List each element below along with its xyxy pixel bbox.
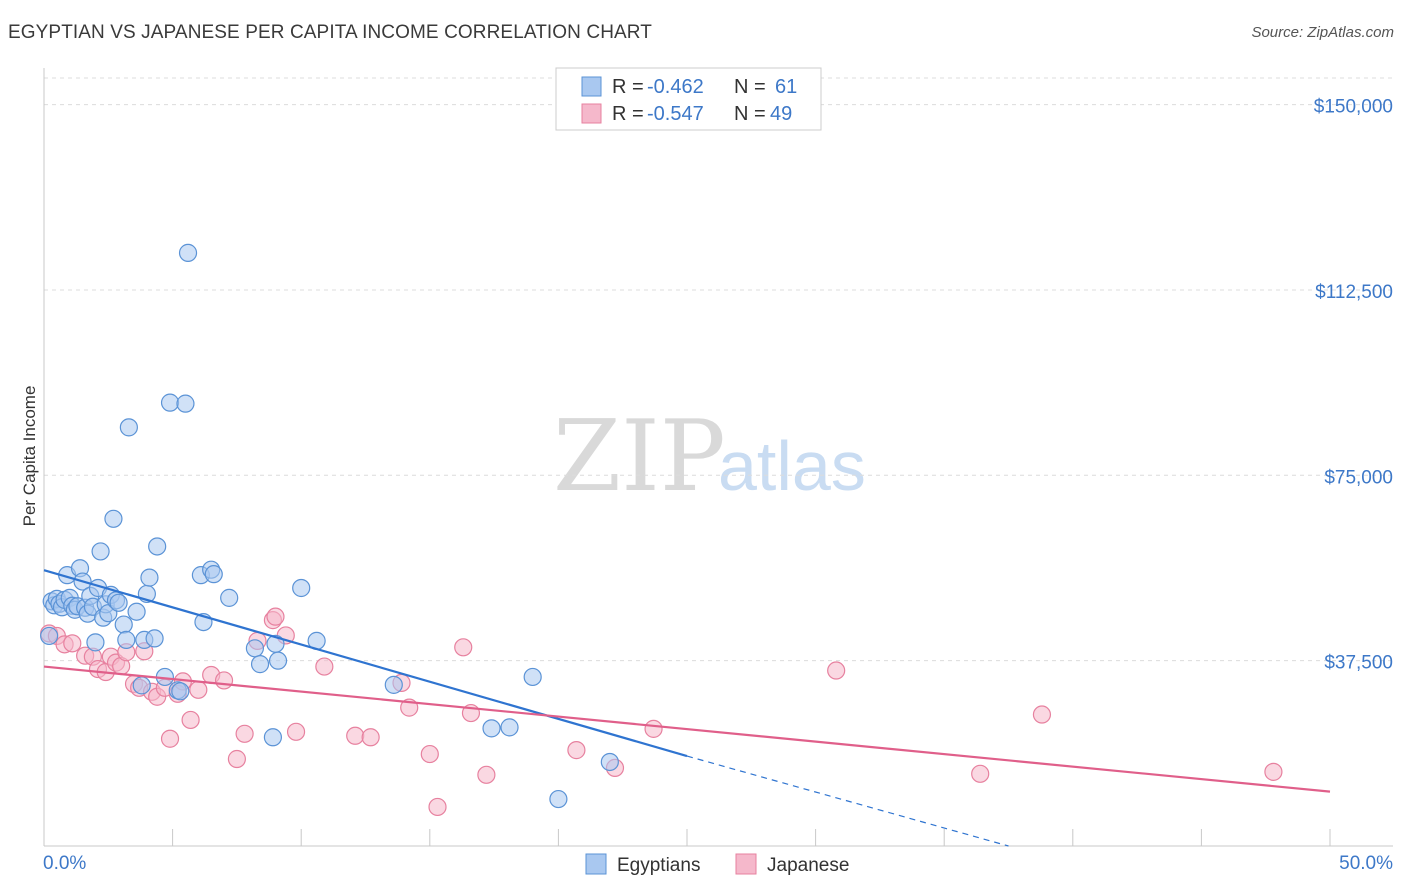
y-axis-ticks: $37,500 $75,000 $112,500 $150,000 — [1314, 97, 1393, 674]
chart-title: EGYPTIAN VS JAPANESE PER CAPITA INCOME C… — [8, 22, 652, 43]
egyptians-point-47 — [204, 565, 223, 584]
y-tick-label-1: $75,000 — [1324, 467, 1393, 488]
x-tick-label-min: 0.0% — [43, 853, 86, 874]
series-egyptians-points — [40, 243, 619, 809]
egyptians-point-20 — [91, 542, 110, 561]
egyptians-point-58 — [500, 718, 519, 737]
legend-swatch-egyptians — [581, 76, 602, 97]
x-axis-tick-marks — [43, 829, 1331, 846]
legend-n-label-japanese: N = — [734, 103, 766, 125]
bottom-legend-label-japanese: Japanese — [767, 855, 849, 876]
y-tick-label-0: $37,500 — [1324, 653, 1393, 674]
egyptians-point-18 — [86, 633, 105, 652]
legend-r-label-egyptians: R = — [612, 76, 644, 98]
japanese-point-3 — [63, 634, 82, 653]
japanese-point-47 — [1032, 705, 1052, 724]
bottom-legend-label-egyptians: Egyptians — [617, 855, 700, 876]
japanese-point-39 — [454, 638, 473, 657]
egyptians-point-54 — [292, 578, 311, 598]
trend-line-egyptians-extension — [686, 755, 1009, 847]
egyptians-point-56 — [384, 675, 403, 694]
y-tick-label-3: $150,000 — [1314, 97, 1393, 118]
egyptians-point-25 — [104, 509, 123, 528]
egyptians-point-41 — [171, 682, 190, 701]
legend-r-value-egyptians: -0.462 — [647, 76, 704, 98]
japanese-point-42 — [567, 741, 586, 760]
legend-swatch-japanese — [581, 103, 602, 124]
japanese-point-22 — [189, 680, 208, 699]
x-tick-label-max: 50.0% — [1339, 853, 1393, 874]
japanese-point-31 — [286, 722, 306, 741]
egyptians-point-49 — [245, 639, 265, 658]
legend-n-label-egyptians: N = — [734, 76, 766, 98]
egyptians-point-28 — [114, 615, 133, 634]
trend-line-japanese — [43, 665, 1331, 793]
egyptians-point-57 — [482, 719, 501, 738]
legend-n-value-egyptians: 61 — [775, 76, 797, 98]
japanese-point-44 — [644, 719, 663, 738]
egyptians-point-30 — [119, 418, 138, 437]
japanese-point-24 — [214, 671, 234, 690]
bottom-legend-swatch-japanese — [735, 853, 757, 875]
egyptians-point-29 — [117, 630, 136, 649]
egyptians-point-51 — [263, 728, 283, 747]
japanese-point-34 — [361, 728, 380, 747]
egyptians-point-32 — [132, 676, 151, 695]
japanese-point-26 — [235, 724, 254, 743]
egyptians-point-27 — [109, 593, 128, 612]
watermark-atlas: atlas — [718, 427, 866, 505]
egyptians-point-37 — [148, 537, 167, 556]
japanese-point-38 — [428, 797, 447, 817]
japanese-point-41 — [477, 765, 496, 784]
japanese-point-46 — [971, 764, 990, 783]
egyptians-point-42 — [176, 394, 195, 413]
source-label: Source: ZipAtlas.com — [1251, 24, 1394, 41]
egyptians-point-60 — [549, 789, 568, 809]
legend-n-value-japanese: 49 — [770, 103, 792, 125]
egyptians-point-0 — [40, 626, 59, 646]
egyptians-point-50 — [250, 655, 270, 674]
egyptians-point-31 — [127, 602, 146, 621]
trend-line-egyptians — [43, 569, 688, 758]
japanese-point-45 — [827, 661, 846, 680]
egyptians-point-35 — [140, 568, 159, 587]
series-japanese-points — [40, 607, 1283, 817]
egyptians-point-59 — [523, 667, 542, 687]
series-legend: Egyptians Japanese — [585, 853, 849, 876]
trend-lines — [43, 569, 1331, 847]
japanese-point-29 — [266, 607, 285, 626]
egyptians-point-61 — [600, 752, 619, 772]
watermark-zip: ZIP — [553, 400, 726, 514]
japanese-point-21 — [181, 710, 200, 730]
bottom-legend-swatch-egyptians — [585, 853, 607, 875]
japanese-point-33 — [346, 726, 365, 745]
stats-legend: R = -0.462 N = 61 R = -0.547 N = 49 — [555, 67, 822, 131]
egyptians-point-53 — [268, 651, 288, 670]
japanese-point-37 — [420, 744, 439, 764]
legend-r-label-japanese: R = — [612, 103, 644, 125]
y-axis-title: Per Capita Income — [20, 386, 39, 527]
legend-r-value-japanese: -0.547 — [647, 103, 704, 125]
y-tick-label-2: $112,500 — [1315, 282, 1393, 303]
egyptians-point-39 — [160, 393, 180, 412]
japanese-point-18 — [160, 729, 180, 748]
japanese-point-48 — [1264, 762, 1283, 781]
egyptians-point-43 — [178, 243, 198, 262]
japanese-point-32 — [315, 657, 334, 676]
egyptians-point-36 — [145, 629, 164, 648]
japanese-point-25 — [227, 749, 246, 769]
gridlines — [44, 77, 1393, 662]
egyptians-point-48 — [220, 588, 239, 607]
